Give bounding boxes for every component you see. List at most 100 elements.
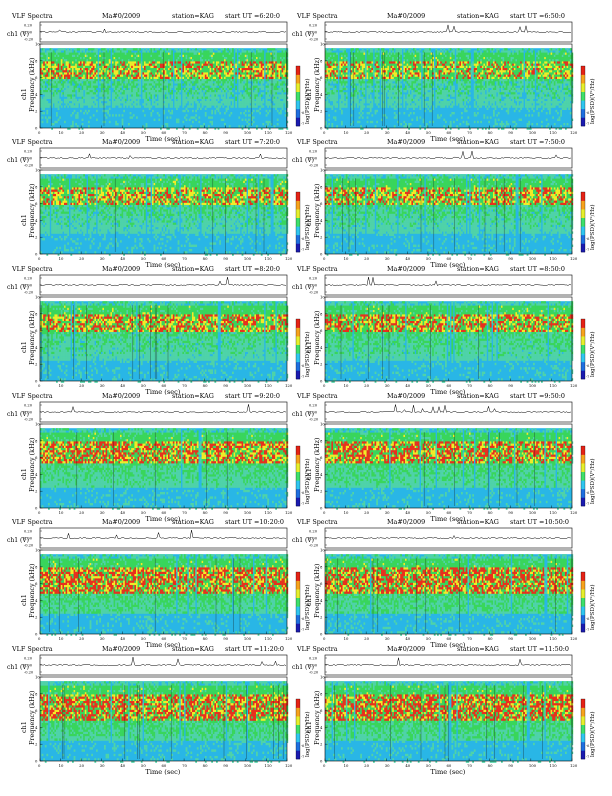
spectrogram-cell <box>367 59 369 61</box>
spectrogram-cell <box>403 94 405 96</box>
spectrogram-cell <box>400 88 402 90</box>
spectrogram-cell <box>126 81 128 83</box>
spectrogram-cell <box>359 66 361 68</box>
spectrogram-cell <box>58 61 60 63</box>
spectrogram-cell <box>42 66 44 68</box>
spectrogram-cell <box>165 81 167 83</box>
spectrogram-cell <box>72 72 74 74</box>
spectrogram-cell <box>163 53 165 55</box>
spectrogram-cell <box>131 86 133 88</box>
spectrogram-cell <box>230 53 232 55</box>
spectrogram-cell <box>195 59 197 61</box>
spectrogram-cell <box>274 105 276 107</box>
spectrogram-cell <box>230 68 232 70</box>
spectrogram-cell <box>389 48 391 50</box>
spectrogram-cell <box>394 57 396 59</box>
spectrogram-cell <box>403 90 405 92</box>
spectrogram-cell <box>64 86 66 88</box>
spectrogram-cell <box>85 72 87 74</box>
spectrogram-cell <box>61 101 63 103</box>
spectrogram-cell <box>115 61 117 63</box>
spectrogram-cell <box>389 101 391 103</box>
spectrogram-cell <box>211 48 213 50</box>
spectrogram-cell <box>331 108 333 110</box>
spectrogram-cell <box>112 114 114 116</box>
spectrogram-cell <box>282 59 284 61</box>
spectrogram-cell <box>245 105 247 107</box>
spectrogram-cell <box>245 72 247 74</box>
spectrogram-cell <box>133 68 135 70</box>
spectrogram-cell <box>99 86 101 88</box>
spectrogram-cell <box>53 101 55 103</box>
spectrogram-cell <box>203 83 205 85</box>
spectrogram-cell <box>266 121 268 123</box>
spectrogram-cell <box>375 72 377 74</box>
spectrogram-cell <box>69 79 71 81</box>
spectrogram-cell <box>343 83 345 85</box>
spectrogram-cell <box>367 112 369 114</box>
spectrogram-cell <box>371 90 373 92</box>
spectrogram-cell <box>130 83 132 85</box>
spectrogram-cell <box>229 68 231 70</box>
spectrogram-cell <box>195 114 197 116</box>
spectrogram-cell <box>210 57 212 59</box>
spectrogram-cell <box>235 79 237 81</box>
spectrogram-cell <box>46 57 48 59</box>
spectrogram-cell <box>391 48 393 50</box>
spectrogram-cell <box>189 105 191 107</box>
spectrogram-cell <box>344 70 346 72</box>
spectrogram-cell <box>66 86 68 88</box>
spectrogram-cell <box>333 68 335 70</box>
spectrogram-cell <box>280 59 282 61</box>
spectrogram-cell <box>85 83 87 85</box>
spectrogram-cell <box>210 101 212 103</box>
spectrogram-cell <box>182 48 184 50</box>
spectrogram-cell <box>77 64 79 66</box>
spectrogram-cell <box>96 66 98 68</box>
spectrogram-cell <box>387 99 389 101</box>
spectrogram-cell <box>99 81 101 83</box>
spectrogram-cell <box>58 68 60 70</box>
spectrogram-cell <box>190 94 192 96</box>
spectrogram-cell <box>242 101 244 103</box>
spectrogram-cell <box>123 68 125 70</box>
spectrogram-cell <box>48 90 50 92</box>
spectrogram-cell <box>114 64 116 66</box>
spectrogram-cell <box>54 81 56 83</box>
spectrogram-cell <box>386 75 388 77</box>
spectrogram-cell <box>272 88 274 90</box>
spectrogram-cell <box>269 81 271 83</box>
spectrogram-cell <box>150 59 152 61</box>
spectrogram-cell <box>178 86 180 88</box>
spectrogram-cell <box>46 94 48 96</box>
spectrogram-cell <box>387 66 389 68</box>
spectrogram-cell <box>245 119 247 121</box>
spectrogram-cell <box>182 72 184 74</box>
spectrogram-cell <box>160 90 162 92</box>
spectrogram-cell <box>386 77 388 79</box>
spectrogram-cell <box>85 81 87 83</box>
spectrogram-cell <box>147 86 149 88</box>
spectrogram-cell <box>88 86 90 88</box>
spectrogram-cell <box>197 90 199 92</box>
spectrogram-cell <box>66 83 68 85</box>
spectrogram-cell <box>104 77 106 79</box>
spectrogram-cell <box>88 61 90 63</box>
spectrogram-cell <box>261 61 263 63</box>
spectrogram-cell <box>333 103 335 105</box>
spectrogram-cell <box>178 70 180 72</box>
spectrogram-cell <box>104 79 106 81</box>
spectrogram-cell <box>335 55 337 57</box>
spectrogram-cell <box>232 72 234 74</box>
spectrogram-cell <box>155 90 157 92</box>
spectrogram-cell <box>221 72 223 74</box>
spectrogram-cell <box>101 53 103 55</box>
spectrogram-cell <box>394 83 396 85</box>
spectrogram-cell <box>67 50 69 52</box>
spectrogram-cell <box>211 68 213 70</box>
spectrogram-cell <box>278 103 280 105</box>
spectrogram-cell <box>158 101 160 103</box>
spectrogram-cell <box>262 81 264 83</box>
spectrogram-cell <box>51 90 53 92</box>
spectrogram-cell <box>242 83 244 85</box>
